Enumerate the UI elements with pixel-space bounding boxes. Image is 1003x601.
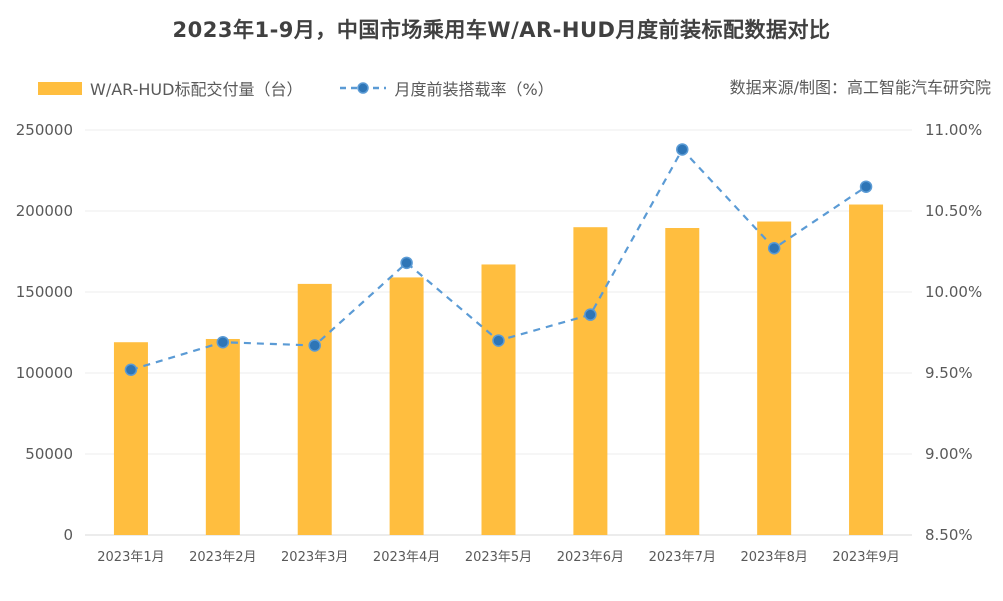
rate-point bbox=[584, 308, 597, 321]
x-tick-label: 2023年3月 bbox=[281, 550, 348, 565]
chart-title: 2023年1-9月，中国市场乘用车W/AR-HUD月度前装标配数据对比 bbox=[172, 18, 831, 42]
y-right-tick-label: 10.50% bbox=[925, 202, 982, 220]
rate-point bbox=[308, 339, 321, 352]
x-tick-label: 2023年1月 bbox=[97, 550, 164, 565]
x-tick-label: 2023年5月 bbox=[465, 550, 532, 565]
y-right-tick-label: 8.50% bbox=[925, 526, 973, 544]
rate-point bbox=[859, 180, 873, 193]
legend-line-swatch bbox=[340, 82, 387, 94]
x-tick-label: 2023年7月 bbox=[649, 550, 716, 565]
bar bbox=[481, 264, 516, 535]
bar bbox=[205, 338, 240, 535]
y-right-tick-label: 11.00% bbox=[925, 121, 982, 139]
bar bbox=[849, 204, 884, 535]
x-tick-label: 2023年6月 bbox=[557, 550, 624, 565]
bar bbox=[665, 228, 700, 535]
legend-line-label: 月度前装搭载率（%） bbox=[394, 80, 554, 99]
y-left-tick-label: 150000 bbox=[16, 283, 73, 301]
y-right-tick-label: 9.00% bbox=[925, 445, 973, 463]
rate-point bbox=[400, 256, 413, 270]
x-tick-label: 2023年4月 bbox=[373, 550, 440, 565]
rate-point bbox=[216, 335, 230, 349]
rate-point bbox=[676, 143, 689, 156]
y-left-tick-label: 50000 bbox=[25, 445, 73, 463]
legend-item-line: 月度前装搭载率（%） bbox=[338, 76, 554, 100]
bar bbox=[389, 277, 424, 535]
rate-point bbox=[492, 334, 505, 347]
legend: W/AR-HUD标配交付量（台） 月度前装搭载率（%） bbox=[38, 76, 590, 100]
y-right-tick-label: 9.50% bbox=[925, 364, 973, 382]
y-right-tick-label: 10.00% bbox=[925, 283, 982, 301]
legend-bar-label: W/AR-HUD标配交付量（台） bbox=[90, 80, 303, 99]
y-left-tick-label: 0 bbox=[63, 526, 73, 544]
x-tick-label: 2023年8月 bbox=[740, 550, 807, 565]
y-left-tick-label: 250000 bbox=[16, 121, 73, 139]
y-left-tick-label: 100000 bbox=[16, 364, 73, 382]
rate-point bbox=[124, 363, 138, 377]
bar bbox=[573, 227, 608, 535]
legend-item-bars: W/AR-HUD标配交付量（台） bbox=[38, 76, 302, 100]
bar bbox=[757, 221, 792, 535]
x-tick-label: 2023年2月 bbox=[189, 550, 256, 565]
source-note: 数据来源/制图：高工智能汽车研究院 bbox=[729, 78, 991, 97]
y-left-tick-label: 200000 bbox=[16, 202, 73, 220]
x-tick-label: 2023年9月 bbox=[832, 550, 899, 565]
bar bbox=[297, 283, 332, 535]
rate-point bbox=[767, 242, 781, 255]
legend-bar-swatch bbox=[38, 81, 82, 95]
